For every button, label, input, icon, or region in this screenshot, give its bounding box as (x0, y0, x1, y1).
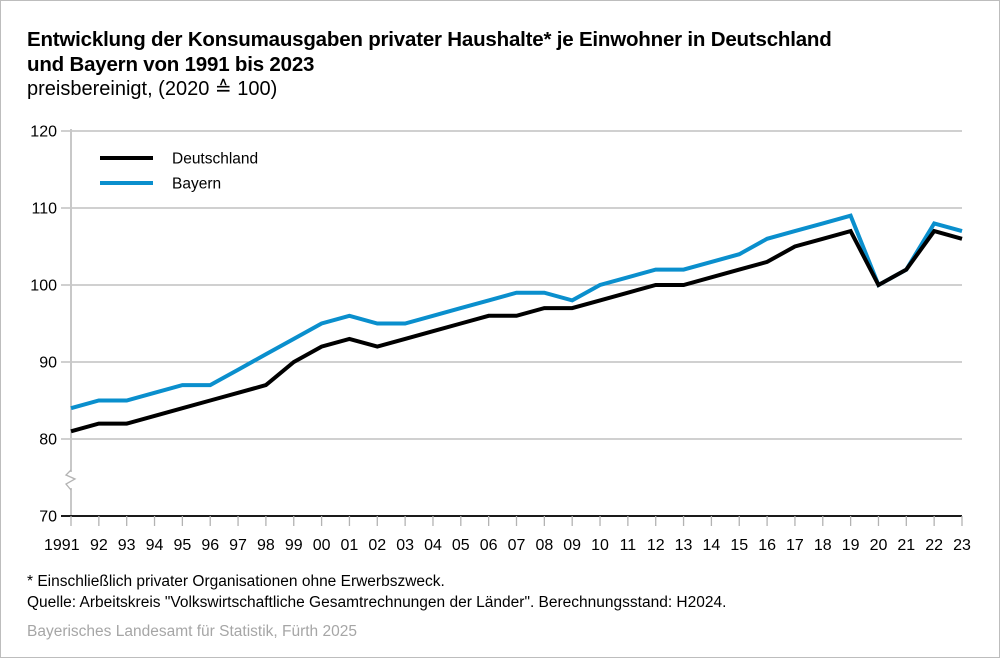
x-tick-label: 10 (591, 537, 609, 554)
x-tick-label: 03 (396, 537, 414, 554)
x-tick-label: 99 (285, 537, 303, 554)
series-lines (70, 213, 963, 434)
x-tick-label: 16 (758, 537, 776, 554)
y-axis: 70 80 90 100 110 120 (30, 124, 77, 526)
x-tick-label: 97 (229, 537, 247, 554)
footnotes: * Einschließlich privater Organisationen… (27, 571, 726, 613)
gridlines (61, 130, 962, 440)
chart-subtitle: preisbereinigt, (2020 ≙ 100) (27, 78, 278, 100)
x-tick-label: 01 (341, 537, 359, 554)
x-tick-label: 13 (675, 537, 693, 554)
x-tick-label: 94 (146, 537, 164, 554)
x-tick-label: 20 (870, 537, 888, 554)
legend-label-deutschland: Deutschland (172, 151, 258, 168)
x-tick-label: 21 (897, 537, 915, 554)
x-tick-label: 22 (925, 537, 943, 554)
chart-title: Entwicklung der Konsumausgaben privater … (27, 27, 832, 77)
x-tick-label: 92 (90, 537, 108, 554)
x-tick-label: 05 (452, 537, 470, 554)
y-tick-label: 120 (30, 124, 57, 141)
x-tick-label: 98 (257, 537, 275, 554)
x-tick-label: 18 (814, 537, 832, 554)
legend: Deutschland Bayern (100, 151, 258, 193)
x-axis: 1991 92 93 94 95 96 97 98 99 00 01 02 03 04 05 06 07 08 09… (44, 515, 971, 554)
chart-title-line-2: und Bayern von 1991 bis 2023 (27, 53, 315, 76)
chart-title-line-1: Entwicklung der Konsumausgaben privater … (27, 28, 832, 51)
series-line-bayern (70, 213, 963, 411)
x-tick-label: 14 (703, 537, 721, 554)
source-note: Quelle: Arbeitskreis "Volkswirtschaftlic… (27, 594, 727, 611)
x-tick-label: 08 (535, 537, 553, 554)
y-tick-label: 80 (39, 432, 57, 449)
publisher-credit: Bayerisches Landesamt für Statistik, Für… (27, 623, 357, 640)
x-tick-label: 1991 (44, 537, 80, 554)
x-tick-label: 17 (786, 537, 804, 554)
x-tick-label: 23 (953, 537, 971, 554)
x-tick-label: 12 (647, 537, 665, 554)
x-tick-label: 09 (563, 537, 581, 554)
x-tick-label: 04 (424, 537, 442, 554)
x-tick-label: 11 (620, 537, 637, 554)
x-tick-label: 15 (730, 537, 748, 554)
y-tick-label: 110 (31, 201, 57, 218)
x-tick-label: 06 (480, 537, 498, 554)
x-tick-label: 93 (118, 537, 136, 554)
x-tick-label: 07 (508, 537, 526, 554)
axis-break-icon (64, 469, 77, 491)
y-tick-label: 100 (30, 278, 57, 295)
x-tick-label: 19 (842, 537, 860, 554)
x-tick-label: 96 (201, 537, 219, 554)
series-line-deutschland (70, 228, 963, 434)
x-tick-label: 02 (368, 537, 386, 554)
footnote: * Einschließlich privater Organisationen… (27, 573, 445, 590)
x-tick-label: 00 (313, 537, 331, 554)
y-tick-label: 90 (39, 355, 57, 372)
y-tick-label: 70 (39, 509, 57, 526)
x-tick-label: 95 (173, 537, 191, 554)
legend-label-bayern: Bayern (172, 176, 221, 193)
